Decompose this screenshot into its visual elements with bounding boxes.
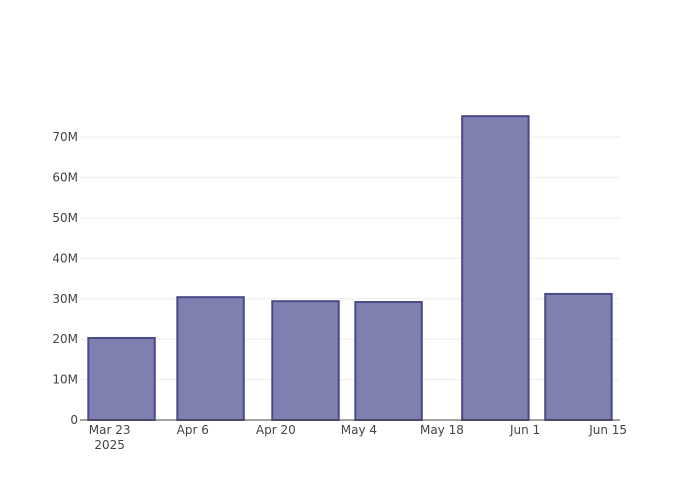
y-tick-label: 20M [52, 332, 78, 346]
y-tick-label: 10M [52, 373, 78, 387]
bar [461, 115, 530, 421]
x-tick-label: Apr 20 [256, 423, 296, 437]
x-tick-label: Jun 15 [588, 423, 627, 437]
x-tick-label: May 18 [420, 423, 464, 437]
x-tick-label: Apr 6 [177, 423, 209, 437]
x-tick-label: Jun 1 [509, 423, 540, 437]
bar [176, 296, 245, 422]
x-tick-label: May 4 [341, 423, 377, 437]
y-tick-label: 60M [52, 171, 78, 185]
y-tick-label: 50M [52, 211, 78, 225]
bar [354, 301, 423, 421]
y-tick-label: 40M [52, 251, 78, 265]
y-tick-label: 30M [52, 292, 78, 306]
y-tick-label: 0 [70, 413, 78, 427]
bar [544, 292, 613, 421]
y-tick-label: 70M [52, 130, 78, 144]
bar [271, 300, 340, 422]
x-tick-label: Mar 23 2025 [89, 423, 131, 452]
bar [87, 336, 156, 421]
